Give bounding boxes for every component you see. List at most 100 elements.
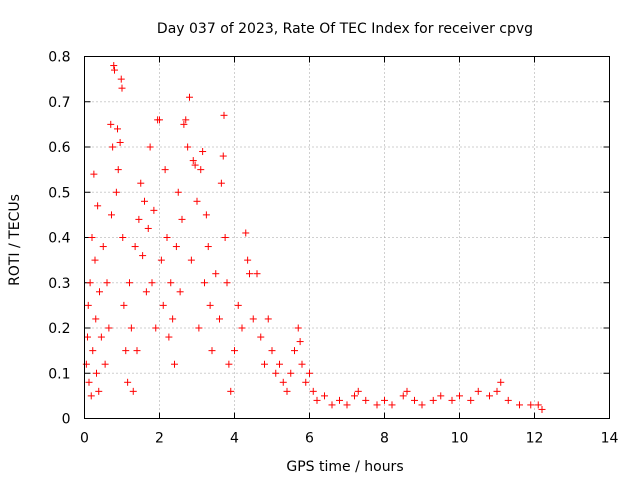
data-point <box>268 347 276 355</box>
data-point <box>493 387 501 395</box>
data-point <box>516 401 523 409</box>
data-point <box>381 396 388 404</box>
data-point <box>208 347 216 355</box>
data-point <box>171 360 178 368</box>
data-point <box>321 392 328 400</box>
tick-layer <box>84 56 610 419</box>
data-point <box>122 347 130 355</box>
data-point <box>124 378 132 386</box>
data-point <box>287 369 295 377</box>
data-point <box>146 143 154 151</box>
data-point <box>126 279 133 287</box>
data-point <box>201 279 208 287</box>
y-tick-label: 0.4 <box>48 231 70 247</box>
data-point <box>93 369 100 377</box>
data-point <box>448 396 456 404</box>
data-point <box>161 166 169 174</box>
data-point <box>504 396 512 404</box>
data-point <box>225 360 233 368</box>
data-point <box>538 405 546 413</box>
data-point <box>116 138 124 146</box>
data-point <box>92 315 100 323</box>
data-point <box>296 338 304 346</box>
data-point <box>309 387 317 395</box>
y-tick-label: 0.7 <box>48 95 70 111</box>
data-point <box>534 401 542 409</box>
data-point <box>199 148 207 156</box>
data-point <box>172 243 180 251</box>
data-point <box>96 288 103 296</box>
data-point <box>148 279 156 287</box>
data-point <box>159 301 167 309</box>
data-point <box>242 229 250 237</box>
data-point <box>112 188 120 196</box>
data-point <box>135 215 143 223</box>
data-point <box>474 387 482 395</box>
data-point <box>195 324 203 332</box>
data-point <box>456 392 463 400</box>
data-point <box>191 161 199 169</box>
data-point <box>253 270 261 278</box>
x-tick-label: 0 <box>80 431 89 447</box>
data-point <box>227 387 235 395</box>
y-tick-label: 0.3 <box>48 276 70 292</box>
data-point <box>186 93 193 101</box>
data-point <box>97 333 105 341</box>
data-point <box>94 202 102 210</box>
data-point <box>231 347 238 355</box>
data-point <box>418 401 426 409</box>
x-tick-label: 14 <box>601 431 619 447</box>
x-tick-label: 4 <box>230 431 239 447</box>
data-point <box>411 396 418 404</box>
data-point <box>373 401 381 409</box>
data-point <box>184 143 192 151</box>
data-point <box>91 256 99 264</box>
data-point <box>298 360 306 368</box>
chart-title: Day 037 of 2023, Rate Of TEC Index for r… <box>157 21 533 37</box>
data-point <box>127 324 135 332</box>
data-point <box>167 279 175 287</box>
data-point <box>137 179 145 187</box>
y-tick-label: 0.8 <box>48 50 70 66</box>
data-point <box>206 301 214 309</box>
data-point <box>107 120 115 128</box>
data-point <box>388 401 396 409</box>
data-point <box>139 252 147 260</box>
data-point <box>279 378 287 386</box>
data-point <box>117 75 125 83</box>
y-tick-label: 0.2 <box>48 321 70 337</box>
grid-layer <box>84 56 610 419</box>
data-point <box>178 215 186 223</box>
data-point <box>120 301 128 309</box>
data-point <box>204 243 212 251</box>
data-point <box>212 270 220 278</box>
data-point <box>313 396 321 404</box>
x-axis-label: GPS time / hours <box>286 459 403 475</box>
data-point <box>118 84 126 92</box>
data-point <box>99 243 107 251</box>
x-tick-label: 2 <box>155 431 164 447</box>
data-point <box>193 197 201 205</box>
data-point <box>103 279 111 287</box>
data-point <box>114 166 122 174</box>
data-point <box>165 333 173 341</box>
data-point <box>90 170 98 178</box>
data-point <box>234 301 242 309</box>
data-point <box>84 301 92 309</box>
data-point <box>283 387 291 395</box>
data-point <box>437 392 445 400</box>
data-point <box>133 347 141 355</box>
data-point <box>82 360 90 368</box>
data-point <box>119 234 127 241</box>
data-point <box>257 333 265 341</box>
plot-frame <box>84 56 610 419</box>
tick-labels: 0 2 4 6 8 10 12 14 0 0.1 0.2 0.3 0.4 0.5 0.6 0.7 0.8 <box>48 50 618 447</box>
data-point <box>176 288 184 296</box>
data-point <box>152 324 160 332</box>
data-point <box>129 387 137 395</box>
data-point <box>174 188 182 196</box>
data-point <box>527 401 535 409</box>
data-point <box>276 360 283 368</box>
